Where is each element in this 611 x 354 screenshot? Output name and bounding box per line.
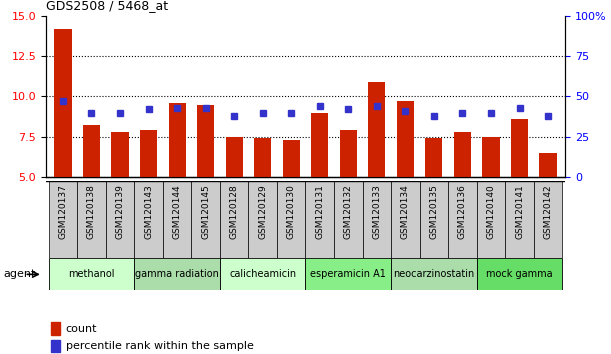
Text: GSM120145: GSM120145	[201, 184, 210, 239]
Bar	[420, 181, 448, 258]
Text: GSM120135: GSM120135	[430, 184, 439, 239]
Text: calicheamicin: calicheamicin	[229, 269, 296, 279]
Bar	[277, 181, 306, 258]
Bar	[49, 181, 77, 258]
Bar	[483, 137, 500, 177]
Bar	[391, 258, 477, 290]
Text: GSM120133: GSM120133	[372, 184, 381, 239]
Bar	[83, 125, 100, 177]
Bar	[134, 181, 163, 258]
Bar	[254, 138, 271, 177]
Bar	[368, 82, 386, 177]
Text: GSM120142: GSM120142	[544, 184, 552, 239]
Bar	[169, 103, 186, 177]
Bar	[540, 153, 557, 177]
Bar	[511, 119, 528, 177]
Text: gamma radiation: gamma radiation	[135, 269, 219, 279]
Text: agent: agent	[3, 269, 35, 279]
Bar	[425, 138, 442, 177]
Bar	[140, 130, 157, 177]
Bar	[448, 181, 477, 258]
Bar	[397, 101, 414, 177]
Bar	[163, 181, 191, 258]
Bar	[306, 258, 391, 290]
Bar	[311, 113, 328, 177]
Bar	[111, 132, 128, 177]
Bar	[77, 181, 106, 258]
Text: GSM120132: GSM120132	[344, 184, 353, 239]
Text: GSM120129: GSM120129	[258, 184, 267, 239]
Bar	[505, 181, 534, 258]
Bar	[191, 181, 220, 258]
Bar	[51, 322, 60, 335]
Text: methanol: methanol	[68, 269, 115, 279]
Bar	[220, 258, 306, 290]
Text: GSM120138: GSM120138	[87, 184, 96, 239]
Bar	[225, 137, 243, 177]
Text: count: count	[65, 324, 97, 333]
Text: GSM120137: GSM120137	[59, 184, 67, 239]
Text: GSM120136: GSM120136	[458, 184, 467, 239]
Text: GSM120139: GSM120139	[115, 184, 125, 239]
Bar	[49, 258, 134, 290]
Bar	[391, 181, 420, 258]
Text: GSM120144: GSM120144	[172, 184, 181, 239]
Text: GDS2508 / 5468_at: GDS2508 / 5468_at	[46, 0, 168, 12]
Text: mock gamma: mock gamma	[486, 269, 553, 279]
Text: esperamicin A1: esperamicin A1	[310, 269, 386, 279]
Bar	[306, 181, 334, 258]
Bar	[220, 181, 249, 258]
Text: GSM120140: GSM120140	[486, 184, 496, 239]
Bar	[477, 258, 562, 290]
Bar	[283, 140, 300, 177]
Text: GSM120141: GSM120141	[515, 184, 524, 239]
Bar	[340, 130, 357, 177]
Bar	[54, 29, 71, 177]
Bar	[134, 258, 220, 290]
Text: GSM120143: GSM120143	[144, 184, 153, 239]
Bar	[249, 181, 277, 258]
Bar	[454, 132, 471, 177]
Bar	[51, 340, 60, 352]
Text: neocarzinostatin: neocarzinostatin	[393, 269, 475, 279]
Text: GSM120134: GSM120134	[401, 184, 410, 239]
Bar	[334, 181, 362, 258]
Text: GSM120131: GSM120131	[315, 184, 324, 239]
Bar	[477, 181, 505, 258]
Text: GSM120130: GSM120130	[287, 184, 296, 239]
Text: GSM120128: GSM120128	[230, 184, 239, 239]
Bar	[362, 181, 391, 258]
Bar	[106, 181, 134, 258]
Text: percentile rank within the sample: percentile rank within the sample	[65, 341, 254, 351]
Bar	[197, 104, 214, 177]
Bar	[534, 181, 562, 258]
